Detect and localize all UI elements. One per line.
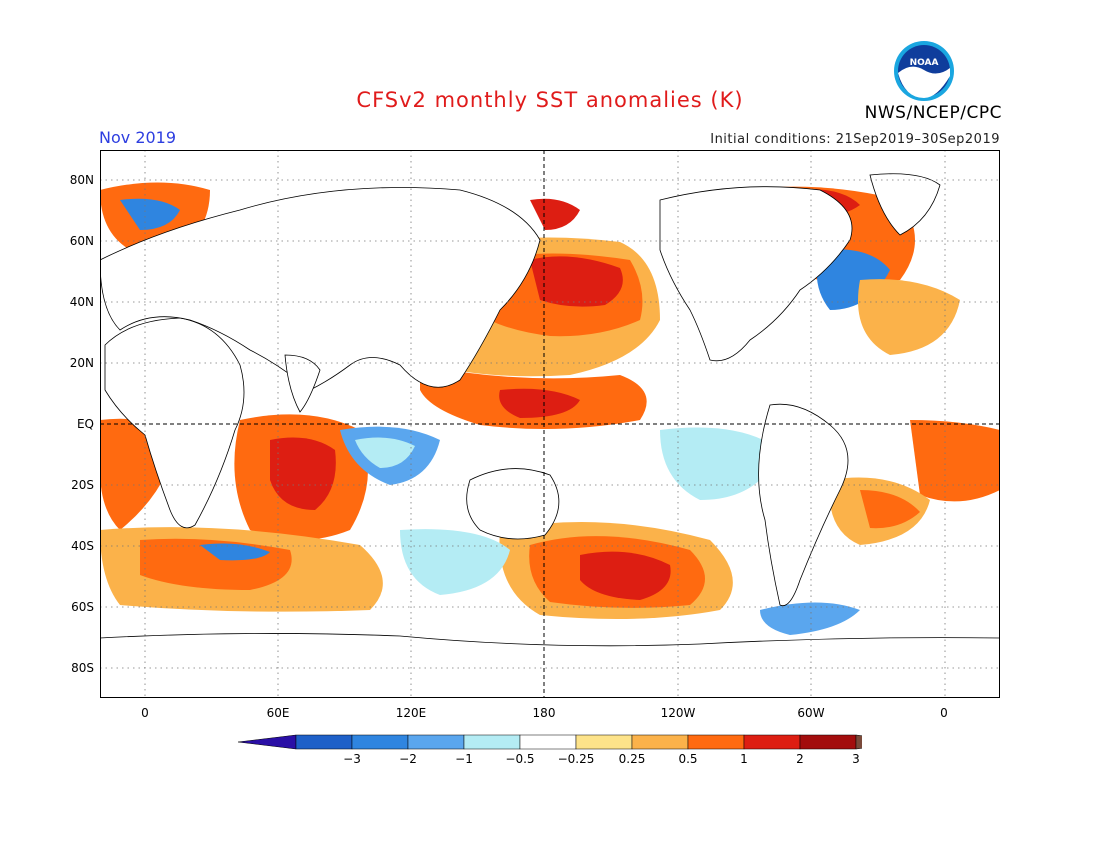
lon-label-60e: 60E bbox=[266, 706, 290, 720]
lon-label-0-east: 0 bbox=[940, 706, 948, 720]
colorbar-tick-label: 3 bbox=[852, 752, 860, 766]
lon-label-120w: 120W bbox=[660, 706, 696, 720]
colorbar-tick-label: −0.5 bbox=[505, 752, 535, 766]
noaa-logo-text: NOAA bbox=[910, 58, 939, 68]
lon-label-0-west: 0 bbox=[141, 706, 149, 720]
graticule bbox=[100, 150, 1000, 698]
colorbar-tick-label: 0.25 bbox=[618, 752, 646, 766]
lon-label-180: 180 bbox=[532, 706, 556, 720]
colorbar-segment bbox=[519, 734, 577, 750]
agency-label: NWS/NCEP/CPC bbox=[864, 103, 1002, 123]
colorbar-tick-label: −3 bbox=[343, 752, 361, 766]
colorbar-tick-label: 0.5 bbox=[678, 752, 698, 766]
colorbar-segment bbox=[463, 734, 521, 750]
noaa-logo: NOAA bbox=[894, 41, 954, 101]
colorbar-tick-label: −1 bbox=[455, 752, 473, 766]
coastlines bbox=[100, 173, 1000, 698]
colorbar-segment bbox=[575, 734, 633, 750]
lat-label-40n: 40N bbox=[69, 295, 94, 309]
colorbar-segment bbox=[799, 734, 857, 750]
colorbar-segment bbox=[687, 734, 745, 750]
colorbar-segment bbox=[743, 734, 801, 750]
colorbar-tick-label: 2 bbox=[796, 752, 804, 766]
colorbar bbox=[238, 734, 862, 750]
lat-label-80n: 80N bbox=[69, 173, 94, 187]
sst-anomaly-map bbox=[100, 150, 1000, 698]
colorbar-under-triangle bbox=[238, 734, 297, 750]
lat-label-60n: 60N bbox=[69, 234, 94, 248]
colorbar-segment bbox=[295, 734, 353, 750]
lon-label-120e: 120E bbox=[395, 706, 427, 720]
lat-label-60s: 60S bbox=[71, 600, 94, 614]
lon-label-60w: 60W bbox=[797, 706, 825, 720]
colorbar-segment bbox=[631, 734, 689, 750]
colorbar-tick-label: −0.25 bbox=[557, 752, 595, 766]
colorbar-tick-label: −2 bbox=[399, 752, 417, 766]
lat-label-20s: 20S bbox=[71, 478, 94, 492]
colorbar-tick-label: 1 bbox=[740, 752, 748, 766]
chart-title: CFSv2 monthly SST anomalies (K) bbox=[356, 88, 744, 112]
lat-label-80s: 80S bbox=[71, 661, 94, 675]
colorbar-over-triangle bbox=[855, 734, 862, 750]
forecast-month: Nov 2019 bbox=[99, 128, 177, 147]
colorbar-segment bbox=[351, 734, 409, 750]
lat-label-40s: 40S bbox=[71, 539, 94, 553]
colorbar-segment bbox=[407, 734, 465, 750]
anomaly-fields bbox=[100, 182, 1000, 635]
lat-label-20n: 20N bbox=[69, 356, 94, 370]
initial-conditions: Initial conditions: 21Sep2019–30Sep2019 bbox=[710, 132, 1000, 147]
lat-label-eq: EQ bbox=[76, 417, 94, 431]
